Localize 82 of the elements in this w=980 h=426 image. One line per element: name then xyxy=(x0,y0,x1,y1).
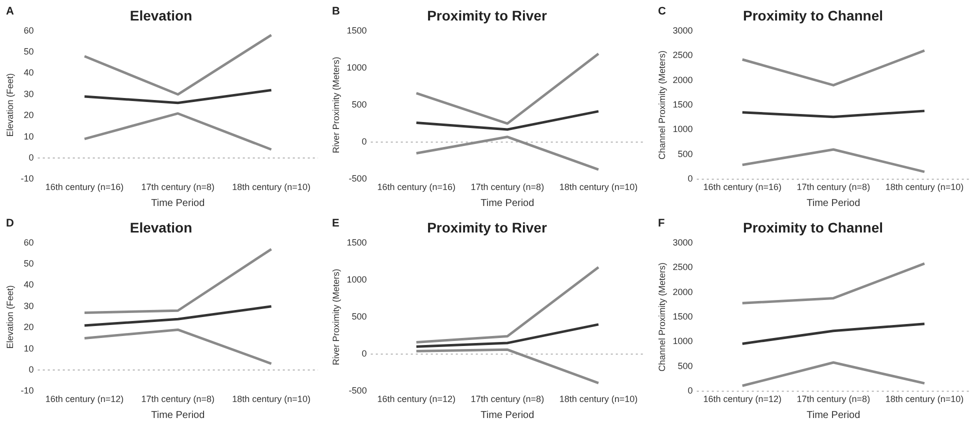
chart-title: Proximity to River xyxy=(427,7,548,24)
y-tick-label: 40 xyxy=(24,280,34,290)
y-tick-label: 500 xyxy=(678,148,693,159)
text: E xyxy=(332,218,340,230)
text: A xyxy=(6,6,14,18)
y-tick-label: 60 xyxy=(24,25,34,36)
y-tick-label: 2500 xyxy=(672,50,693,60)
y-tick-label: 2000 xyxy=(672,286,693,297)
x-tick-label: 16th century (n=12) xyxy=(45,394,124,404)
x-tick-label: 18th century (n=10) xyxy=(885,394,964,404)
y-tick-label: 0 xyxy=(28,364,34,374)
x-tick-label: 16th century (n=12) xyxy=(703,394,782,404)
y-axis-title: River Proximity (Meters) xyxy=(330,268,341,366)
y-axis-title: Channel Proximity (Meters) xyxy=(656,50,667,160)
y-axis-title: Channel Proximity (Meters) xyxy=(656,262,667,372)
y-tick-label: 0 xyxy=(688,174,693,184)
y-tick-label: 20 xyxy=(24,322,34,332)
x-tick-label: 16th century (n=16) xyxy=(703,182,782,192)
x-tick-label: 18th century (n=10) xyxy=(559,182,638,192)
x-axis-title: Time Period xyxy=(151,410,205,421)
y-tick-label: 20 xyxy=(24,110,34,120)
chart-title: Elevation xyxy=(130,7,192,24)
y-tick-label: 50 xyxy=(24,46,34,56)
y-tick-label: 0 xyxy=(362,136,367,147)
x-tick-label: 17th century (n=8) xyxy=(141,394,215,404)
chart-title: Elevation xyxy=(130,219,192,236)
x-tick-label: 17th century (n=8) xyxy=(470,394,544,404)
y-tick-label: 500 xyxy=(352,99,367,110)
y-tick-label: -10 xyxy=(20,386,34,396)
y-tick-label: 40 xyxy=(24,68,34,78)
x-axis-title: Time Period xyxy=(806,198,860,209)
x-axis-title: Time Period xyxy=(480,410,534,421)
y-tick-label: 1500 xyxy=(672,99,693,110)
text: D xyxy=(6,218,14,230)
y-tick-label: 1500 xyxy=(346,237,367,248)
x-tick-label: 16th century (n=12) xyxy=(377,394,456,404)
y-tick-label: 1000 xyxy=(346,62,367,72)
x-tick-label: 17th century (n=8) xyxy=(796,182,870,192)
y-tick-label: 1000 xyxy=(672,124,693,134)
x-tick-label: 17th century (n=8) xyxy=(796,394,870,404)
y-tick-label: 0 xyxy=(688,386,693,396)
y-tick-label: 3000 xyxy=(672,25,693,36)
x-axis-title: Time Period xyxy=(806,410,860,421)
y-tick-label: 30 xyxy=(24,88,34,99)
y-axis-title: Elevation (Feet) xyxy=(4,73,15,137)
y-axis-title: River Proximity (Meters) xyxy=(330,56,341,154)
x-tick-label: 18th century (n=10) xyxy=(559,394,638,404)
y-tick-label: 1500 xyxy=(672,311,693,322)
x-tick-label: 16th century (n=16) xyxy=(377,182,456,192)
text: C xyxy=(658,6,666,18)
y-tick-label: 10 xyxy=(24,343,34,354)
x-tick-label: 16th century (n=16) xyxy=(45,182,124,192)
chart-title: Proximity to River xyxy=(427,219,548,236)
chart-title: Proximity to Channel xyxy=(742,219,884,236)
y-tick-label: 0 xyxy=(362,348,367,359)
y-tick-label: 500 xyxy=(352,311,367,322)
y-tick-label: -500 xyxy=(348,174,367,184)
y-tick-label: 2500 xyxy=(672,262,693,272)
y-tick-label: 10 xyxy=(24,131,34,142)
y-tick-label: 3000 xyxy=(672,237,693,248)
x-tick-label: 18th century (n=10) xyxy=(885,182,964,192)
text: B xyxy=(332,6,340,18)
y-tick-label: -10 xyxy=(20,174,34,184)
y-tick-label: 1000 xyxy=(346,274,367,284)
x-tick-label: 17th century (n=8) xyxy=(470,182,544,192)
y-tick-label: -500 xyxy=(348,386,367,396)
text: F xyxy=(658,218,665,230)
chart-title: Proximity to Channel xyxy=(742,7,884,24)
x-tick-label: 18th century (n=10) xyxy=(232,394,310,404)
y-tick-label: 50 xyxy=(24,258,34,268)
y-axis-title: Elevation (Feet) xyxy=(4,285,15,349)
y-tick-label: 60 xyxy=(24,237,34,248)
y-tick-label: 1500 xyxy=(346,25,367,36)
x-tick-label: 17th century (n=8) xyxy=(141,182,215,192)
y-tick-label: 500 xyxy=(678,360,693,371)
x-axis-title: Time Period xyxy=(151,198,205,209)
y-tick-label: 0 xyxy=(28,152,34,162)
y-tick-label: 30 xyxy=(24,300,34,311)
x-tick-label: 18th century (n=10) xyxy=(232,182,310,192)
x-axis-title: Time Period xyxy=(480,198,534,209)
y-tick-label: 2000 xyxy=(672,74,693,85)
y-tick-label: 1000 xyxy=(672,336,693,346)
